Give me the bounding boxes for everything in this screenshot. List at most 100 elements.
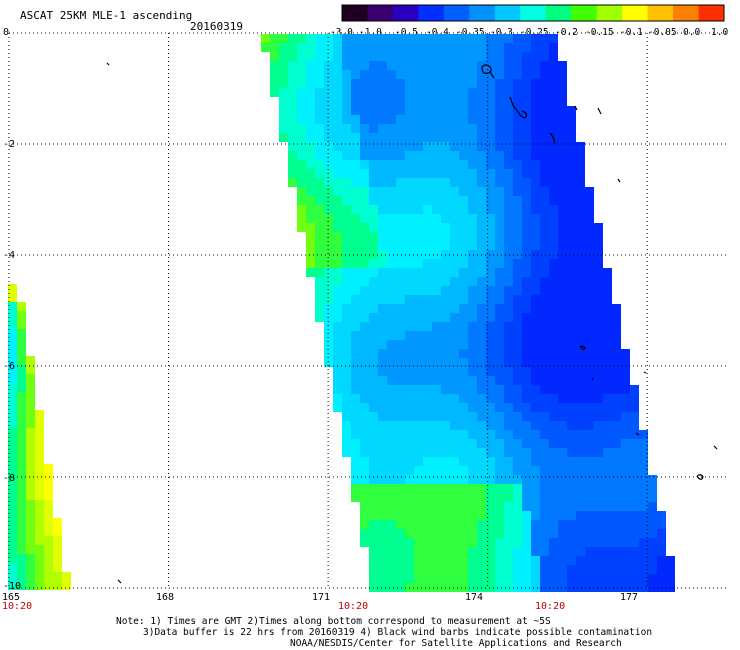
swath-cell xyxy=(639,565,648,574)
swath-cell xyxy=(333,115,342,124)
swath-cell xyxy=(405,313,414,322)
swath-cell xyxy=(405,187,414,196)
swath-cell xyxy=(540,205,549,214)
swath-cell xyxy=(567,187,576,196)
swath-cell xyxy=(567,133,576,142)
swath-cell xyxy=(369,268,378,277)
swath-cell xyxy=(486,160,495,169)
swath-cell xyxy=(567,151,576,160)
swath-cell xyxy=(495,538,504,547)
swath-cell xyxy=(567,439,576,448)
swath-cell xyxy=(423,70,432,79)
swath-cell xyxy=(35,446,44,455)
swath-cell xyxy=(531,106,540,115)
swath-cell xyxy=(603,277,612,286)
swath-cell xyxy=(342,196,351,205)
swath-cell xyxy=(288,160,297,169)
swath-cell xyxy=(414,268,423,277)
swath-cell xyxy=(378,61,387,70)
swath-cell xyxy=(441,412,450,421)
swath-cell xyxy=(405,385,414,394)
swath-cell xyxy=(378,43,387,52)
swath-cell xyxy=(459,124,468,133)
swath-cell xyxy=(540,97,549,106)
swath-cell xyxy=(549,511,558,520)
swath-cell xyxy=(549,205,558,214)
swath-cell xyxy=(360,160,369,169)
swath-cell xyxy=(567,466,576,475)
swath-cell xyxy=(17,446,26,455)
swath-cell xyxy=(432,529,441,538)
swath-cell xyxy=(441,223,450,232)
swath-cell xyxy=(558,448,567,457)
swath-cell xyxy=(423,88,432,97)
swath-cell xyxy=(531,250,540,259)
swath-cell xyxy=(306,43,315,52)
swath-cell xyxy=(342,412,351,421)
swath-cell xyxy=(504,187,513,196)
swath-cell xyxy=(17,437,26,446)
swath-cell xyxy=(486,178,495,187)
swath-cell xyxy=(360,79,369,88)
swath-cell xyxy=(630,457,639,466)
swath-cell xyxy=(486,565,495,574)
swath-cell xyxy=(603,439,612,448)
swath-cell xyxy=(324,160,333,169)
colorbar-tick: -1.0 xyxy=(359,27,382,38)
swath-cell xyxy=(567,313,576,322)
swath-cell xyxy=(558,538,567,547)
swath-cell xyxy=(333,313,342,322)
swath-cell xyxy=(423,214,432,223)
swath-cell xyxy=(540,268,549,277)
swath-cell xyxy=(477,277,486,286)
swath-cell xyxy=(558,529,567,538)
swath-cell xyxy=(540,277,549,286)
swath-cell xyxy=(387,250,396,259)
swath-cell xyxy=(477,448,486,457)
swath-cell xyxy=(531,547,540,556)
swath-cell xyxy=(423,313,432,322)
swath-cell xyxy=(459,430,468,439)
swath-cell xyxy=(369,439,378,448)
swath-cell xyxy=(513,196,522,205)
swath-cell xyxy=(540,52,549,61)
swath-cell xyxy=(549,142,558,151)
swath-cell xyxy=(414,529,423,538)
swath-cell xyxy=(576,565,585,574)
swath-cell xyxy=(387,115,396,124)
swath-cell xyxy=(522,547,531,556)
swath-cell xyxy=(450,214,459,223)
swath-cell xyxy=(351,349,360,358)
swath-cell xyxy=(504,151,513,160)
swath-cell xyxy=(594,241,603,250)
island-outline xyxy=(549,132,556,144)
swath-cell xyxy=(486,574,495,583)
swath-cell xyxy=(504,295,513,304)
swath-cell xyxy=(468,214,477,223)
swath-cell xyxy=(594,295,603,304)
swath-cell xyxy=(342,250,351,259)
swath-cell xyxy=(450,79,459,88)
swath-cell xyxy=(495,394,504,403)
swath-cell xyxy=(432,124,441,133)
swath-cell xyxy=(504,511,513,520)
swath-cell xyxy=(396,286,405,295)
swath-cell xyxy=(576,214,585,223)
swath-cell xyxy=(53,527,62,536)
swath-cell xyxy=(432,133,441,142)
swath-cell xyxy=(450,574,459,583)
swath-cell xyxy=(432,520,441,529)
swath-cell xyxy=(333,142,342,151)
swath-cell xyxy=(342,421,351,430)
swath-cell xyxy=(504,403,513,412)
swath-cell xyxy=(648,529,657,538)
swath-cell xyxy=(297,187,306,196)
swath-cell xyxy=(26,581,35,590)
swath-cell xyxy=(450,466,459,475)
swath-cell xyxy=(459,151,468,160)
swath-cell xyxy=(396,259,405,268)
swath-cell xyxy=(558,385,567,394)
swath-cell xyxy=(468,376,477,385)
swath-cell xyxy=(360,232,369,241)
swath-cell xyxy=(603,340,612,349)
